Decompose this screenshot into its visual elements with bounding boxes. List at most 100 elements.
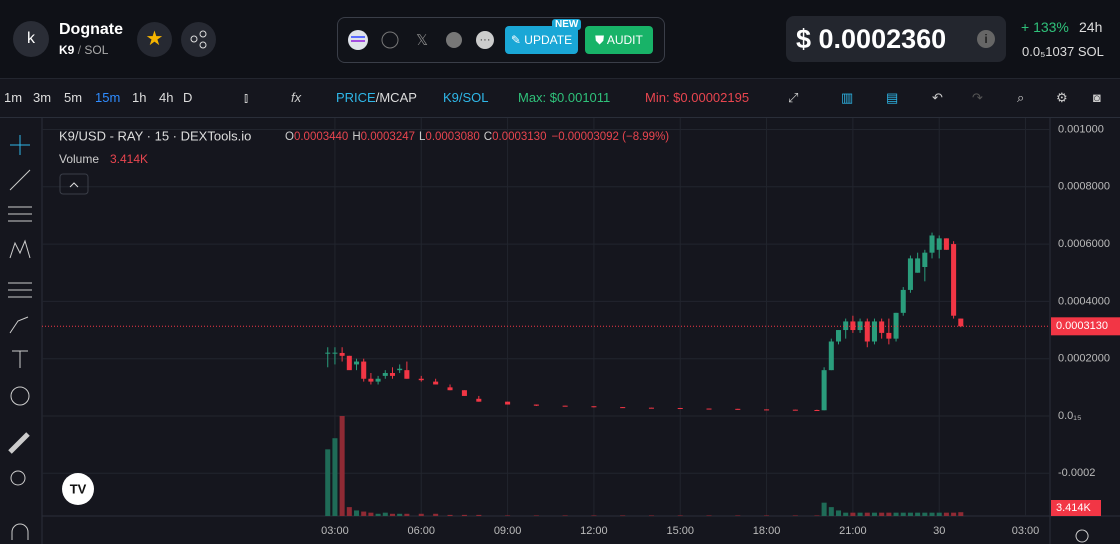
- candle-body: [591, 406, 597, 408]
- legend-title: K9/USD - RAY · 15 · DEXTools.io: [59, 128, 251, 143]
- price: $ 0.0002360: [796, 24, 947, 54]
- volume-bar: [620, 515, 626, 516]
- volume-bar: [864, 512, 870, 516]
- candle-body: [735, 408, 741, 410]
- settings-icon[interactable]: ⚙: [1056, 90, 1068, 105]
- interval-button[interactable]: 3m: [33, 90, 52, 105]
- candle-body: [792, 409, 798, 411]
- alert-icon[interactable]: ⌕: [1017, 90, 1025, 105]
- candle-body: [835, 330, 842, 342]
- candle-body: [814, 409, 820, 411]
- candle-body: [368, 378, 374, 382]
- interval-button[interactable]: 4h: [159, 90, 174, 105]
- fullscreen-icon[interactable]: ⤢: [788, 90, 799, 105]
- change-value: −0.00003092 (−8.99%): [551, 131, 669, 143]
- price-sol-value: 0.0₅1037: [1022, 44, 1075, 59]
- volume-bar: [505, 515, 511, 516]
- slash: /: [77, 43, 82, 57]
- undo-icon[interactable]: ↶: [932, 90, 943, 105]
- volume-bar: [735, 515, 741, 516]
- candle-body: [951, 244, 957, 316]
- volume-bar: [397, 513, 403, 516]
- fib-tool[interactable]: [8, 206, 32, 222]
- interval-button[interactable]: 15m: [95, 90, 121, 105]
- interval-button[interactable]: 5m: [64, 90, 83, 105]
- candle-body: [900, 289, 906, 313]
- candle-style-icon[interactable]: ⫾: [244, 90, 249, 105]
- brush-tool[interactable]: [9, 316, 29, 334]
- candle-body: [648, 407, 654, 409]
- camera-icon[interactable]: ◙: [1093, 90, 1101, 105]
- last-volume-tag: [1051, 500, 1101, 516]
- candle-body: [533, 404, 539, 406]
- volume-bar: [368, 512, 374, 516]
- candle-body: [871, 321, 877, 342]
- candle-body: [339, 352, 345, 356]
- candle-body: [943, 238, 949, 250]
- candle-body: [397, 368, 403, 371]
- pair-toggle[interactable]: K9/SOL: [443, 90, 489, 105]
- pattern-tool[interactable]: [9, 239, 31, 259]
- axis-settings-icon[interactable]: [1075, 529, 1089, 543]
- x-tick-label: 15:00: [666, 525, 694, 537]
- candle-body: [562, 405, 568, 407]
- last-price-label: 0.0003130: [1056, 320, 1108, 332]
- update-button[interactable]: ✎ UPDATE: [505, 26, 578, 54]
- svg-text:···: ···: [480, 34, 491, 46]
- l-key: L: [419, 131, 426, 143]
- svg-text:TV: TV: [70, 481, 87, 496]
- indicator-icon[interactable]: fx: [291, 90, 302, 105]
- volume-bar: [936, 512, 942, 516]
- volume-bar: [418, 513, 424, 516]
- token-name: Dognate: [59, 21, 123, 38]
- plot: [42, 118, 1050, 516]
- o-key: O: [285, 131, 294, 143]
- candle-body: [382, 373, 388, 376]
- collapse-button[interactable]: [59, 173, 89, 195]
- h-key: H: [352, 131, 360, 143]
- favorite-button[interactable]: ★: [137, 22, 172, 57]
- interval-button[interactable]: 1m: [4, 90, 23, 105]
- y-tick-label: 0.0₁₅: [1058, 410, 1081, 422]
- volume-bar: [591, 515, 597, 516]
- redo-icon[interactable]: ↷: [972, 90, 983, 105]
- volume-bar: [461, 514, 467, 516]
- bars-icon[interactable]: ▤: [886, 90, 899, 105]
- chart-icon[interactable]: ▥: [841, 90, 854, 105]
- volume-bar: [404, 513, 410, 516]
- magnet-tool[interactable]: [11, 523, 29, 540]
- interval-button[interactable]: D: [183, 90, 193, 105]
- info-icon[interactable]: i: [977, 30, 995, 48]
- prediction-tool[interactable]: [8, 282, 32, 298]
- token-logo[interactable]: k: [13, 21, 49, 57]
- volume-bar: [332, 438, 338, 516]
- volume-bar: [433, 513, 439, 516]
- o-value: 0.0003440: [294, 131, 348, 143]
- emoji-tool[interactable]: [10, 386, 30, 406]
- candle-body: [677, 407, 683, 409]
- candle-body: [404, 370, 410, 379]
- collapse-icon: [69, 182, 79, 188]
- candle-body: [915, 258, 921, 273]
- price-sol: 0.0₅1037 SOL: [1022, 44, 1104, 59]
- volume-bar: [958, 512, 964, 516]
- candle-body: [361, 361, 367, 379]
- tv-logo[interactable]: TV: [62, 473, 94, 505]
- zoom-tool[interactable]: [10, 470, 26, 486]
- line-tool[interactable]: [9, 169, 31, 191]
- audit-button[interactable]: ⛊ AUDIT: [585, 26, 653, 54]
- change: + 133%: [1021, 19, 1069, 35]
- x-tick-label: 06:00: [407, 525, 435, 537]
- volume-bar: [943, 512, 949, 516]
- price-mcap-toggle[interactable]: PRICE/MCAP: [336, 90, 417, 105]
- share-button[interactable]: [181, 22, 216, 57]
- text-tool[interactable]: [12, 350, 28, 368]
- toolbar: 1m 3m 5m 15m 1h 4h D ⫾ fx PRICE/MCAP K9/SOL Ma…: [0, 79, 1120, 118]
- volume-bar: [353, 510, 360, 516]
- x-tick-label: 12:00: [580, 525, 608, 537]
- candle-body: [346, 355, 352, 371]
- volume-bar: [900, 512, 906, 516]
- ruler-tool[interactable]: [8, 432, 30, 454]
- interval-button[interactable]: 1h: [132, 90, 147, 105]
- crosshair-tool[interactable]: [10, 135, 30, 155]
